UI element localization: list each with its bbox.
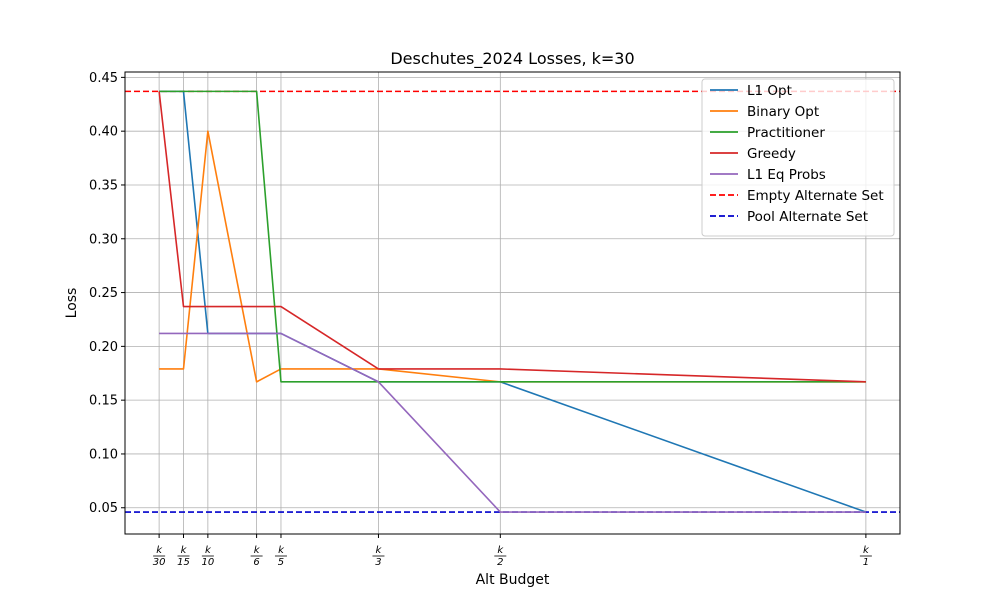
x-tick-numerator: k [376,545,383,556]
y-tick-label: 0.30 [89,232,118,247]
y-tick-label: 0.40 [89,125,118,140]
x-tick-denominator: 10 [201,557,214,568]
legend: L1 Opt Binary Opt Practitioner Greedy L1 Eq … [701,78,895,237]
x-tick-denominator: 3 [375,557,381,568]
y-tick-label: 0.35 [89,178,118,193]
legend-label: Greedy [747,146,796,162]
x-tick-denominator: 6 [253,557,259,568]
legend-label: Binary Opt [747,104,819,120]
y-axis-label: Loss [64,288,80,319]
x-tick-numerator: k [863,545,870,556]
y-tick-label: 0.05 [89,501,118,516]
x-tick-denominator: 1 [863,557,869,568]
x-tick-numerator: k [181,545,188,556]
y-axis-ticks: 0.05 0.10 0.15 0.20 0.25 0.30 0.35 0.40 0.45 [89,71,125,516]
x-tick-denominator: 15 [177,557,190,568]
y-tick-label: 0.15 [89,394,118,409]
series-lines [158,90,867,513]
series-line [159,90,866,383]
series-line [158,91,866,383]
x-tick-numerator: k [156,545,163,556]
legend-label: L1 Eq Probs [747,167,826,183]
legend-label: Practitioner [747,125,825,141]
y-tick-label: 0.20 [89,340,118,355]
series-line [159,332,866,513]
x-tick-denominator: 30 [153,557,166,568]
plot-frame [124,71,901,535]
x-tick-denominator: 5 [278,557,284,568]
y-tick-label: 0.25 [89,286,118,301]
x-tick-numerator: k [278,545,285,556]
x-tick-denominator: 2 [497,557,503,568]
legend-label: L1 Opt [747,83,792,99]
y-tick-label: 0.45 [89,71,118,86]
series-line [159,130,866,383]
chart-title: Deschutes_2024 Losses, k=30 [390,49,634,69]
legend-label: Empty Alternate Set [747,188,884,204]
legend-label: Pool Alternate Set [747,209,868,225]
x-tick-numerator: k [254,545,261,556]
x-axis-label: Alt Budget [476,572,550,588]
x-tick-numerator: k [205,545,212,556]
legend-box [701,78,895,237]
y-tick-label: 0.10 [89,447,118,462]
x-tick-numerator: k [497,545,504,556]
